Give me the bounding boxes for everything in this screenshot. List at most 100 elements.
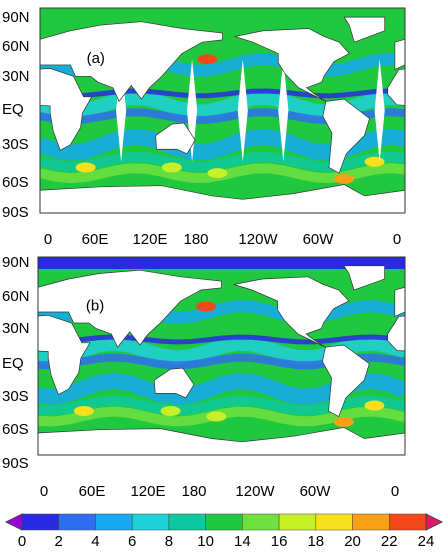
data-gap bbox=[374, 59, 385, 162]
colorbar-tick: 0 bbox=[18, 533, 26, 550]
map-frame bbox=[37, 256, 406, 456]
wind-spot bbox=[334, 173, 355, 184]
wind-spot bbox=[75, 162, 96, 173]
continent bbox=[38, 269, 222, 348]
continent bbox=[404, 432, 405, 455]
continent bbox=[387, 315, 405, 352]
lat-label: 90N bbox=[2, 254, 30, 271]
colorbar-tick: 8 bbox=[165, 533, 173, 550]
lat-label: 60S bbox=[2, 174, 29, 191]
continent bbox=[394, 286, 405, 317]
lat-label: EQ bbox=[2, 355, 24, 372]
map-frame bbox=[39, 7, 406, 214]
colorbar-tick: 24 bbox=[418, 533, 435, 550]
lat-label: EQ bbox=[2, 101, 24, 118]
continent bbox=[40, 184, 405, 213]
lat-label: 30N bbox=[2, 320, 30, 337]
colorbar-cell bbox=[58, 513, 96, 531]
lon-label: 60W bbox=[303, 231, 335, 248]
wind-band bbox=[40, 151, 405, 172]
wind-spot bbox=[333, 417, 354, 427]
continent bbox=[40, 21, 223, 103]
colorbar-cell bbox=[95, 513, 133, 531]
lon-label: 0 bbox=[44, 231, 52, 248]
data-gap bbox=[237, 59, 248, 162]
lon-label: 60W bbox=[300, 483, 332, 500]
colorbar-end bbox=[4, 513, 23, 531]
lat-label: 60N bbox=[2, 38, 30, 55]
map-layer bbox=[40, 8, 405, 213]
lat-label: 30S bbox=[2, 388, 29, 405]
colorbar-end bbox=[425, 513, 444, 531]
colorbar-cell bbox=[315, 513, 353, 531]
colorbar-tick: 20 bbox=[344, 533, 361, 550]
lat-label: 30S bbox=[2, 136, 29, 153]
wind-band bbox=[40, 88, 405, 99]
wind-spot bbox=[73, 406, 94, 416]
lat-label: 60N bbox=[2, 288, 30, 305]
lon-label: 0 bbox=[391, 483, 399, 500]
data-gap bbox=[278, 59, 289, 162]
wind-spot bbox=[160, 406, 181, 416]
colorbar-cell bbox=[168, 513, 206, 531]
colorbar-tick: 14 bbox=[234, 533, 251, 550]
colorbar-cell bbox=[389, 513, 427, 531]
high-lat-band bbox=[38, 257, 405, 269]
colorbar-cell bbox=[131, 513, 170, 531]
continent bbox=[233, 276, 350, 348]
continent bbox=[343, 265, 385, 291]
wind-spot bbox=[161, 162, 182, 173]
colorbar-tick: 18 bbox=[307, 533, 324, 550]
continent bbox=[322, 344, 370, 417]
wind-spot bbox=[196, 301, 217, 312]
continent bbox=[404, 189, 405, 213]
colorbar-cell bbox=[21, 513, 59, 531]
lat-label: 90S bbox=[2, 204, 29, 221]
lon-label: 120E bbox=[132, 231, 167, 248]
map-layer bbox=[38, 257, 405, 455]
panel-label: (b) bbox=[86, 297, 104, 314]
map-panel: (a) 90N 60N 30N EQ 30S 60S 90S 0 60E 120E 180 120W 60… bbox=[2, 7, 406, 248]
lon-label: 0 bbox=[393, 231, 401, 248]
wind-spot bbox=[207, 168, 228, 179]
wind-band bbox=[38, 334, 405, 345]
colorbar-cell bbox=[205, 513, 243, 531]
continent bbox=[387, 68, 405, 106]
lat-label: 60S bbox=[2, 421, 29, 438]
colorbar-cell bbox=[242, 513, 280, 531]
lon-label: 60E bbox=[79, 483, 106, 500]
continent bbox=[38, 314, 91, 395]
lon-label: 120W bbox=[238, 231, 278, 248]
lon-label: 0 bbox=[40, 483, 48, 500]
wind-spot bbox=[364, 156, 385, 167]
lon-label: 60E bbox=[82, 231, 109, 248]
continent bbox=[394, 38, 405, 71]
continent bbox=[155, 122, 196, 155]
wind-spot bbox=[197, 54, 218, 65]
wind-spot bbox=[364, 400, 385, 411]
colorbar-tick: 2 bbox=[55, 533, 63, 550]
continent bbox=[322, 98, 370, 174]
colorbar-tick: 16 bbox=[271, 533, 288, 550]
lon-label: 120E bbox=[130, 483, 165, 500]
lat-label: 90N bbox=[2, 9, 30, 26]
lat-label: 30N bbox=[2, 68, 30, 85]
wind-spot bbox=[206, 411, 227, 422]
colorbar-tick: 22 bbox=[381, 533, 398, 550]
lon-label: 120W bbox=[235, 483, 275, 500]
colorbar-cell bbox=[278, 513, 317, 531]
colorbar-tick: 4 bbox=[91, 533, 99, 550]
continent bbox=[343, 16, 386, 43]
continent bbox=[40, 68, 93, 151]
lon-label: 180 bbox=[183, 231, 208, 248]
continent bbox=[38, 427, 405, 455]
continent bbox=[234, 28, 350, 102]
colorbar-cell bbox=[352, 513, 390, 531]
colorbar-tick: 10 bbox=[197, 533, 214, 550]
panel-label: (a) bbox=[87, 50, 105, 67]
lon-label: 180 bbox=[181, 483, 206, 500]
map-panel: (b) 90N 60N 30N EQ 30S 60S 90S 0 60E 120E 180 120W 60… bbox=[2, 254, 406, 500]
lat-label: 90S bbox=[2, 455, 29, 472]
colorbar-tick: 6 bbox=[128, 533, 136, 550]
